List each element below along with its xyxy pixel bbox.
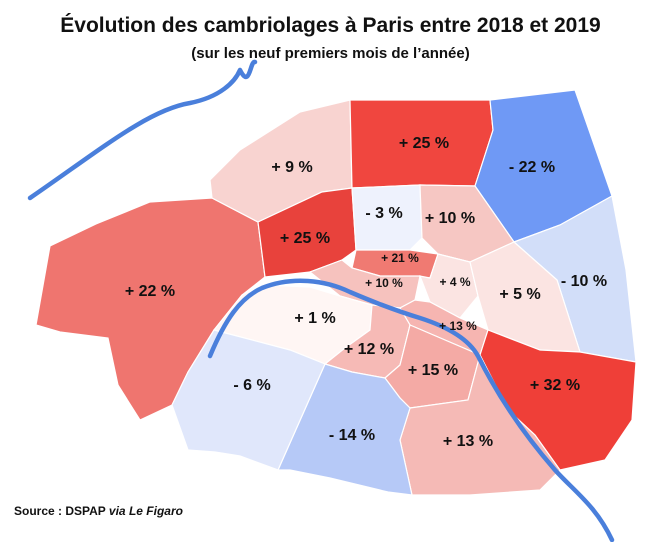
arrondissement-9-label: - 3 %: [365, 205, 402, 222]
arrondissement-16-label: + 22 %: [125, 283, 175, 300]
arrondissement-18-label: + 25 %: [399, 135, 449, 152]
arrondissement-15-label: - 6 %: [233, 377, 270, 394]
map-title: Évolution des cambriolages à Paris entre…: [60, 14, 601, 37]
arrondissement-14-label: - 14 %: [329, 427, 375, 444]
arrondissement-7-label: + 1 %: [294, 310, 335, 327]
arrondissement-8-label: + 25 %: [280, 230, 330, 247]
arrondissement-19-label: - 22 %: [509, 159, 555, 176]
source-via: via Le Figaro: [108, 504, 183, 518]
arrondissement-11-label: + 5 %: [499, 286, 540, 303]
source-credit: Source : DSPAP via Le Figaro: [14, 504, 183, 518]
arrondissement-14[interactable]: [277, 363, 413, 496]
arrondissement-12-label: + 32 %: [530, 377, 580, 394]
source-prefix: Source : DSPAP: [14, 504, 109, 518]
arrondissement-17-label: + 9 %: [271, 159, 312, 176]
arrondissement-1-label: + 10 %: [365, 276, 403, 290]
labels-layer: + 10 % + 21 % + 4 % + 13 % + 15 % + 12 % + 1 %…: [125, 135, 607, 450]
arrondissement-20-label: - 10 %: [561, 273, 607, 290]
arrondissement-4-label: + 13 %: [439, 319, 477, 333]
arrondissement-8[interactable]: [257, 187, 357, 278]
seine-river: [27, 59, 615, 542]
arrondissement-5-label: + 15 %: [408, 362, 458, 379]
arrondissement-10-label: + 10 %: [425, 210, 475, 227]
arrondissement-13-label: + 13 %: [443, 433, 493, 450]
arrondissement-15[interactable]: [171, 329, 326, 471]
arrondissement-3-label: + 4 %: [439, 275, 470, 289]
arrondissement-6-label: + 12 %: [344, 341, 394, 358]
map-subtitle: (sur les neuf premiers mois de l’année): [191, 45, 470, 62]
arrondissement-2-label: + 21 %: [381, 251, 419, 265]
arrondissement-9[interactable]: [351, 184, 423, 251]
